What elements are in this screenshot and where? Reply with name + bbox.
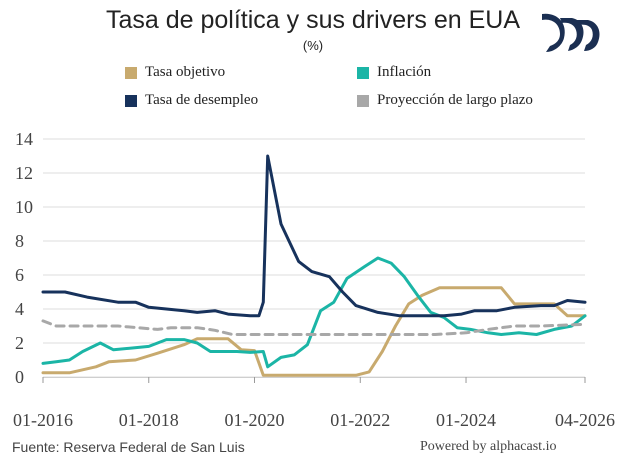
series-line-inflacion (41, 256, 587, 369)
legend-label: Proyección de largo plazo (377, 92, 533, 108)
series-line-tasa-objetivo (41, 286, 587, 377)
x-tick-label: 04-2026 (555, 410, 615, 430)
y-tick-label: 10 (15, 197, 33, 217)
alphacast-logo-icon (536, 8, 608, 58)
series-line-proyeccion-de-largo-plazo (41, 319, 587, 336)
x-tick-label: 01-2020 (225, 410, 285, 430)
powered-by: Powered by alphacast.io (420, 439, 557, 454)
legend-item-inflacion: Inflación (357, 64, 431, 81)
x-tick-label: 01-2016 (13, 410, 73, 430)
legend-swatch (357, 66, 369, 79)
legend-label: Tasa objetivo (145, 64, 226, 80)
legend-swatch (125, 66, 137, 79)
legend-item-proyeccion: Proyección de largo plazo (357, 92, 533, 109)
legend-swatch (125, 94, 137, 107)
legend-label: Inflación (377, 64, 432, 80)
y-tick-label: 4 (15, 299, 24, 319)
chart-subtitle: (%) (302, 38, 324, 53)
y-tick-label: 6 (15, 265, 24, 285)
y-tick-label: 2 (15, 333, 24, 353)
y-tick-label: 14 (15, 129, 33, 149)
legend-item-tasa-desempleo: Tasa de desempleo (125, 92, 258, 109)
series-line-tasa-de-desempleo (41, 154, 587, 318)
source-note: Fuente: Reserva Federal de San Luis (12, 439, 245, 455)
y-tick-label: 0 (15, 367, 24, 387)
legend-swatch (357, 94, 369, 107)
x-tick-label: 01-2024 (436, 410, 496, 430)
x-tick-label: 01-2022 (330, 410, 390, 430)
y-tick-label: 12 (15, 163, 33, 183)
x-tick-label: 01-2018 (119, 410, 179, 430)
y-tick-label: 8 (15, 231, 24, 251)
legend-item-tasa-objetivo: Tasa objetivo (125, 64, 225, 81)
legend-label: Tasa de desempleo (145, 92, 259, 108)
chart-title: Tasa de política y sus drivers en EUA (105, 6, 521, 34)
